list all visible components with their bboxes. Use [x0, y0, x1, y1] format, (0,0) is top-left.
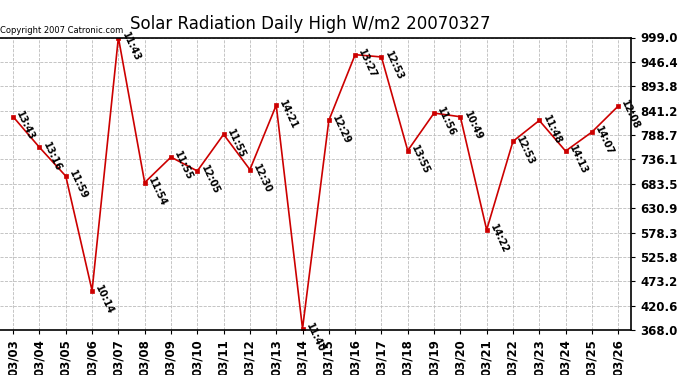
Text: 14:13: 14:13	[567, 144, 589, 176]
Text: 12:30: 12:30	[251, 163, 273, 195]
Text: 12:08: 12:08	[620, 99, 642, 132]
Text: Solar Radiation Daily High W/m2 20070327: Solar Radiation Daily High W/m2 20070327	[130, 15, 491, 33]
Text: 10:49: 10:49	[462, 110, 484, 142]
Text: 14:07: 14:07	[593, 125, 615, 158]
Text: 12:29: 12:29	[331, 114, 353, 146]
Text: 14:22: 14:22	[488, 223, 510, 255]
Text: 14:21: 14:21	[277, 98, 299, 130]
Text: 12:05: 12:05	[199, 164, 221, 196]
Text: 13:16: 13:16	[41, 140, 63, 172]
Text: 12:53: 12:53	[514, 134, 537, 166]
Text: 13:55: 13:55	[409, 144, 431, 176]
Text: 13:43: 13:43	[14, 110, 37, 142]
Text: 11:55: 11:55	[172, 150, 195, 182]
Text: 12:53: 12:53	[383, 50, 405, 82]
Text: 11:48: 11:48	[541, 114, 563, 146]
Text: Copyright 2007 Catronic.com: Copyright 2007 Catronic.com	[0, 26, 124, 34]
Text: 11:56: 11:56	[435, 106, 457, 138]
Text: 11:55: 11:55	[225, 128, 247, 160]
Text: 11:54: 11:54	[146, 176, 168, 208]
Text: 11:40: 11:40	[304, 322, 326, 354]
Text: 10:14: 10:14	[93, 284, 116, 316]
Text: 13:27: 13:27	[357, 48, 379, 80]
Text: 11:59: 11:59	[67, 169, 89, 201]
Text: 11:43: 11:43	[120, 30, 142, 63]
